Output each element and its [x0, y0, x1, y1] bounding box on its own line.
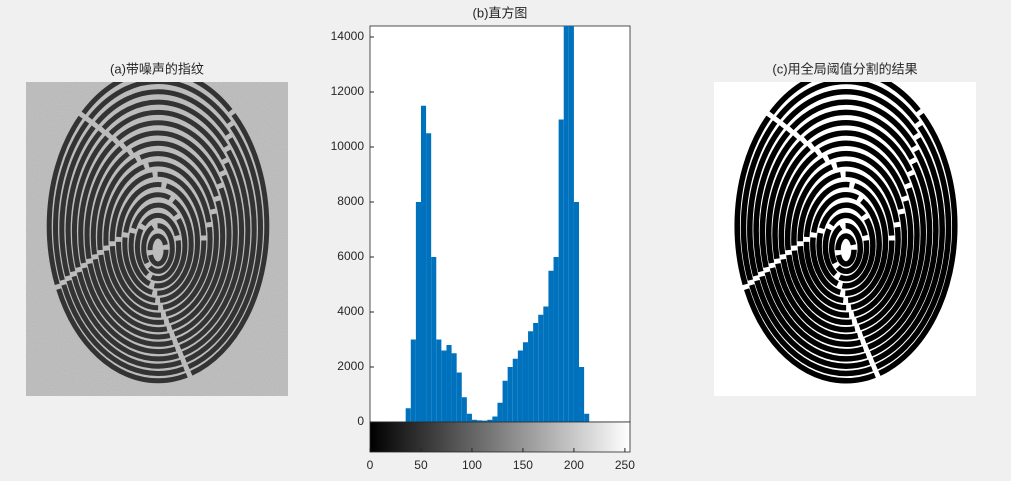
histogram-bar	[487, 419, 493, 422]
histogram-bar	[482, 420, 488, 422]
ridge	[116, 182, 200, 303]
histogram-bar	[456, 372, 462, 422]
histogram-bar	[579, 367, 585, 422]
y-tick-label: 12000	[331, 84, 365, 98]
ridge	[84, 130, 232, 340]
ridge	[53, 82, 263, 376]
histogram-bar	[573, 202, 580, 422]
ridge	[128, 202, 188, 289]
y-tick-label: 0	[357, 414, 364, 428]
histogram-bar	[502, 380, 508, 422]
ridge	[753, 99, 939, 362]
ridge	[816, 202, 876, 289]
histogram-bar	[426, 133, 432, 422]
ridge	[828, 222, 864, 275]
ridge	[90, 140, 226, 333]
histogram-bar	[492, 416, 498, 422]
histogram-bar	[568, 26, 574, 422]
histogram-bar	[405, 408, 411, 422]
x-tick-label: 150	[513, 458, 533, 472]
ridge	[803, 181, 889, 304]
y-tick-label: 2000	[337, 359, 364, 373]
x-tick-label: 250	[615, 458, 635, 472]
plot-area	[369, 25, 631, 423]
ridge	[747, 89, 945, 369]
ridge	[109, 171, 207, 311]
y-tick-label: 4000	[337, 304, 364, 318]
image-title: (a)带噪声的指纹	[110, 61, 204, 76]
image-title: (c)用全局阈值分割的结果	[772, 61, 917, 76]
ridge	[78, 120, 238, 347]
chart-title: (b)直方图	[473, 5, 528, 20]
histogram-bar	[497, 402, 503, 422]
ridge	[740, 82, 952, 377]
histogram-bar	[441, 350, 447, 422]
histogram-bar	[507, 367, 513, 422]
ridge	[147, 233, 169, 267]
histogram-bar	[553, 257, 559, 422]
ridge	[797, 171, 895, 311]
y-tick-label: 6000	[337, 249, 364, 263]
histogram-bar	[528, 331, 534, 422]
histogram-bar	[538, 314, 544, 422]
ridge	[46, 82, 270, 384]
histogram-bar	[461, 397, 467, 422]
histogram-bar	[543, 306, 549, 422]
ridge	[134, 212, 182, 282]
ridge	[822, 212, 870, 282]
threshold-fingerprint-image	[714, 82, 976, 396]
histogram-bar	[436, 339, 442, 422]
x-tick-label: 50	[414, 458, 428, 472]
histogram-bar	[451, 353, 457, 422]
ridge	[778, 140, 914, 333]
histogram-bar	[420, 105, 427, 422]
noisy-fingerprint-image	[26, 82, 288, 396]
histogram-bar	[446, 345, 452, 422]
histogram-bar	[471, 419, 478, 422]
ridge	[59, 89, 257, 369]
histogram-bar	[558, 119, 564, 422]
x-tick-label: 0	[367, 458, 374, 472]
ridge	[772, 130, 920, 340]
ridge	[791, 161, 901, 318]
ridge	[141, 223, 175, 274]
ridge	[103, 161, 213, 318]
histogram-bar	[431, 257, 437, 422]
y-tick-label: 8000	[337, 194, 364, 208]
ridge	[65, 99, 251, 362]
ridge	[835, 233, 857, 267]
ridge	[122, 192, 194, 296]
ridge	[734, 82, 958, 384]
histogram-bar	[533, 323, 539, 422]
histogram-bar	[415, 202, 421, 422]
ridge	[759, 109, 933, 355]
y-tick-label: 10000	[331, 139, 365, 153]
histogram-bar	[584, 413, 590, 422]
colorbar	[369, 421, 631, 453]
ridge	[71, 109, 245, 355]
x-tick-label: 200	[564, 458, 584, 472]
ridge	[810, 192, 882, 296]
histogram-bar	[548, 270, 554, 422]
histogram-bar	[410, 339, 416, 422]
histogram-bar	[466, 413, 472, 422]
ridge	[765, 119, 927, 348]
histogram-bar	[522, 342, 529, 422]
histogram-bar	[563, 26, 569, 422]
x-tick-label: 100	[462, 458, 482, 472]
ridge	[784, 150, 908, 326]
histogram-bar	[477, 420, 483, 422]
y-tick-label: 14000	[331, 29, 365, 43]
histogram-bar	[517, 350, 523, 422]
ridge	[97, 151, 219, 325]
histogram-bar	[512, 358, 518, 422]
